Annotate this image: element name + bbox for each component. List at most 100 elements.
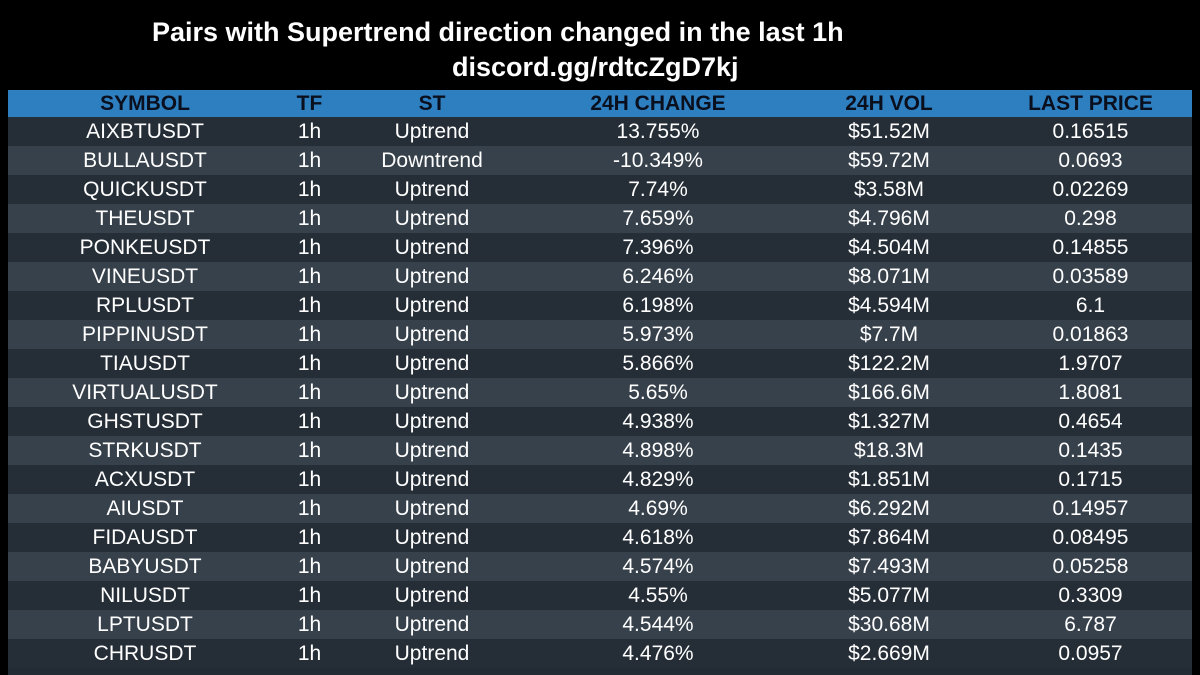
cell-symbol: TIAUSDT <box>8 349 282 378</box>
table-row: BABYUSDT 1h Uptrend 4.574% $7.493M 0.05258 <box>8 552 1192 581</box>
column-header-st: ST <box>337 90 527 117</box>
table-row: VIRTUALUSDT 1h Uptrend 5.65% $166.6M 1.8081 <box>8 378 1192 407</box>
cell-last-price: 6.1 <box>989 291 1192 320</box>
pairs-table-container: SYMBOL TF ST 24H CHANGE 24H VOL LAST PRI… <box>8 90 1192 675</box>
cell-tf: 1h <box>282 378 337 407</box>
cell-tf: 1h <box>282 552 337 581</box>
cell-tf: 1h <box>282 523 337 552</box>
table-row: CHRUSDT 1h Uptrend 4.476% $2.669M 0.0957 <box>8 639 1192 668</box>
cell-24h-vol: $7.7M <box>789 320 989 349</box>
table-row: STRKUSDT 1h Uptrend 4.898% $18.3M 0.1435 <box>8 436 1192 465</box>
cell-last-price: 0.01863 <box>989 320 1192 349</box>
cell-symbol: PIPPINUSDT <box>8 320 282 349</box>
cell-24h-change: 5.866% <box>527 349 789 378</box>
table-row: VINEUSDT 1h Uptrend 6.246% $8.071M 0.03589 <box>8 262 1192 291</box>
cell-st: Uptrend <box>337 204 527 233</box>
cell-24h-vol: $5.077M <box>789 581 989 610</box>
cell-last-price: 0.298 <box>989 204 1192 233</box>
cell-last-price: 0.0957 <box>989 639 1192 668</box>
cell-last-price: 0.4654 <box>989 407 1192 436</box>
table-row: LPTUSDT 1h Uptrend 4.544% $30.68M 6.787 <box>8 610 1192 639</box>
cell-symbol: AIUSDT <box>8 494 282 523</box>
cell-st: Uptrend <box>337 175 527 204</box>
cell-st: Uptrend <box>337 523 527 552</box>
table-row: GHSTUSDT 1h Uptrend 4.938% $1.327M 0.4654 <box>8 407 1192 436</box>
cell-24h-change: 4.898% <box>527 436 789 465</box>
cell-24h-change: -10.349% <box>527 146 789 175</box>
cell-last-price: 0.3309 <box>989 581 1192 610</box>
table-row: NILUSDT 1h Uptrend 4.55% $5.077M 0.3309 <box>8 581 1192 610</box>
cell-last-price: 1.8081 <box>989 378 1192 407</box>
table-row: TIAUSDT 1h Uptrend 5.866% $122.2M 1.9707 <box>8 349 1192 378</box>
cell-tf: 1h <box>282 233 337 262</box>
table-row: AIUSDT 1h Uptrend 4.69% $6.292M 0.14957 <box>8 494 1192 523</box>
cell-symbol: STRKUSDT <box>8 436 282 465</box>
cell-24h-vol: $4.594M <box>789 291 989 320</box>
table-row: AIXBTUSDT 1h Uptrend 13.755% $51.52M 0.16515 <box>8 117 1192 146</box>
table-row: THEUSDT 1h Uptrend 7.659% $4.796M 0.298 <box>8 204 1192 233</box>
cell-symbol: NILUSDT <box>8 581 282 610</box>
cell-symbol: BULLAUSDT <box>8 146 282 175</box>
column-header-tf: TF <box>282 90 337 117</box>
cell-st: Uptrend <box>337 320 527 349</box>
cell-st: Uptrend <box>337 117 527 146</box>
cell-24h-vol: $2.669M <box>789 639 989 668</box>
cell-symbol: QUICKUSDT <box>8 175 282 204</box>
table-row: RPLUSDT 1h Uptrend 6.198% $4.594M 6.1 <box>8 291 1192 320</box>
cell-st: Uptrend <box>337 407 527 436</box>
cell-last-price: 0.16515 <box>989 117 1192 146</box>
cell-24h-change: 4.938% <box>527 407 789 436</box>
cell-24h-change: 6.198% <box>527 291 789 320</box>
cell-last-price: 0.14957 <box>989 494 1192 523</box>
column-header-symbol: SYMBOL <box>8 90 282 117</box>
cell-st: Uptrend <box>337 639 527 668</box>
table-header-row: SYMBOL TF ST 24H CHANGE 24H VOL LAST PRI… <box>8 90 1192 117</box>
cell-st: Uptrend <box>337 349 527 378</box>
cell-24h-vol: $4.796M <box>789 204 989 233</box>
cell-st: Uptrend <box>337 465 527 494</box>
table-row: ACXUSDT 1h Uptrend 4.829% $1.851M 0.1715 <box>8 465 1192 494</box>
cell-tf: 1h <box>282 320 337 349</box>
cell-tf: 1h <box>282 117 337 146</box>
cell-24h-change: 4.476% <box>527 639 789 668</box>
pairs-table: SYMBOL TF ST 24H CHANGE 24H VOL LAST PRI… <box>8 90 1192 668</box>
cell-24h-change: 6.246% <box>527 262 789 291</box>
cell-last-price: 0.08495 <box>989 523 1192 552</box>
cell-symbol: GHSTUSDT <box>8 407 282 436</box>
cell-24h-vol: $30.68M <box>789 610 989 639</box>
cell-tf: 1h <box>282 581 337 610</box>
cell-symbol: CHRUSDT <box>8 639 282 668</box>
cell-tf: 1h <box>282 436 337 465</box>
cell-symbol: VINEUSDT <box>8 262 282 291</box>
cell-symbol: BABYUSDT <box>8 552 282 581</box>
cell-24h-change: 4.574% <box>527 552 789 581</box>
discord-invite: discord.gg/rdtcZgD7kj <box>452 52 739 82</box>
cell-last-price: 0.1435 <box>989 436 1192 465</box>
cell-24h-change: 4.69% <box>527 494 789 523</box>
cell-tf: 1h <box>282 465 337 494</box>
column-header-24h-vol: 24H VOL <box>789 90 989 117</box>
cell-tf: 1h <box>282 204 337 233</box>
cell-symbol: AIXBTUSDT <box>8 117 282 146</box>
cell-last-price: 0.0693 <box>989 146 1192 175</box>
table-row: BULLAUSDT 1h Downtrend -10.349% $59.72M 0.069… <box>8 146 1192 175</box>
cell-tf: 1h <box>282 262 337 291</box>
cell-24h-vol: $1.851M <box>789 465 989 494</box>
cell-symbol: PONKEUSDT <box>8 233 282 262</box>
cell-st: Uptrend <box>337 233 527 262</box>
cell-tf: 1h <box>282 175 337 204</box>
cell-last-price: 1.9707 <box>989 349 1192 378</box>
cell-24h-vol: $122.2M <box>789 349 989 378</box>
table-body: AIXBTUSDT 1h Uptrend 13.755% $51.52M 0.16515 B… <box>8 117 1192 668</box>
cell-symbol: THEUSDT <box>8 204 282 233</box>
table-row: FIDAUSDT 1h Uptrend 4.618% $7.864M 0.08495 <box>8 523 1192 552</box>
cell-24h-change: 4.829% <box>527 465 789 494</box>
cell-24h-vol: $8.071M <box>789 262 989 291</box>
cell-tf: 1h <box>282 349 337 378</box>
cell-last-price: 6.787 <box>989 610 1192 639</box>
cell-24h-vol: $7.493M <box>789 552 989 581</box>
cell-tf: 1h <box>282 610 337 639</box>
cell-st: Uptrend <box>337 436 527 465</box>
cell-24h-change: 5.65% <box>527 378 789 407</box>
